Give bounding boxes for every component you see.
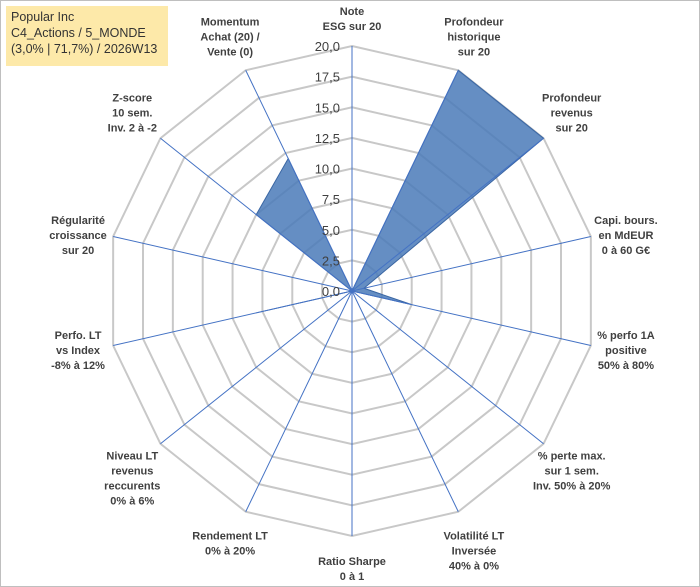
axis-label-line: Régularité bbox=[51, 215, 105, 227]
axis-label-line: % perte max. bbox=[538, 450, 606, 462]
info-company: Popular Inc bbox=[11, 10, 75, 24]
axis-label: Ratio Sharpe 0 à 1 bbox=[318, 556, 386, 583]
axis-label: Capi. bours. en MdEUR 0 à 60 G€ bbox=[594, 215, 658, 257]
axis-label-line: 40% à 0% bbox=[449, 560, 499, 572]
axis-label-line: % perfo 1A bbox=[597, 330, 655, 342]
axis-label-line: Vente (0) bbox=[207, 47, 253, 59]
axis-spoke bbox=[245, 70, 353, 292]
tick-label: 5,0 bbox=[322, 223, 340, 238]
axis-label-line: sur 20 bbox=[555, 123, 587, 135]
axis-label-line: en MdEUR bbox=[598, 230, 653, 242]
axis-label-line: positive bbox=[605, 345, 647, 357]
axis-label-line: -8% à 12% bbox=[51, 360, 105, 372]
axis-label-line: reccurents bbox=[104, 480, 160, 492]
axis-label-line: revenus bbox=[111, 465, 153, 477]
axis-label: Profondeur revenus sur 20 bbox=[542, 93, 602, 135]
tick-label: 20,0 bbox=[315, 39, 340, 54]
info-category: C4_Actions / 5_MONDE bbox=[11, 26, 146, 40]
axis-label-line: Z-score bbox=[112, 93, 152, 105]
axis-label-line: 50% à 80% bbox=[598, 360, 654, 372]
axis-label-line: 0% à 6% bbox=[110, 495, 154, 507]
axis-spoke bbox=[351, 290, 544, 445]
axis-spoke bbox=[113, 290, 353, 347]
tick-label: 15,0 bbox=[315, 100, 340, 115]
axis-spoke bbox=[351, 290, 459, 512]
axis-label: % perfo 1A positive 50% à 80% bbox=[597, 330, 655, 372]
axis-label-line: sur 1 sem. bbox=[544, 465, 598, 477]
axis-label-line: Note bbox=[340, 6, 364, 18]
spokes bbox=[113, 46, 591, 536]
tick-label: 12,5 bbox=[315, 131, 340, 146]
axis-label-line: Inv. 50% à 20% bbox=[533, 480, 611, 492]
tick-label: 0,0 bbox=[322, 284, 340, 299]
tick-label: 10,0 bbox=[315, 162, 340, 177]
axis-label: Régularité croissance sur 20 bbox=[49, 215, 106, 257]
axis-label: Volatilité LT Inversée 40% à 0% bbox=[444, 530, 505, 572]
axis-label-line: Profondeur bbox=[542, 93, 602, 105]
axis-label-line: 0 à 60 G€ bbox=[602, 245, 650, 257]
axis-spoke bbox=[245, 290, 353, 512]
tick-label: 17,5 bbox=[315, 70, 340, 85]
axis-label-line: 10 sem. bbox=[112, 108, 152, 120]
axis-label-line: 0 à 1 bbox=[340, 571, 364, 583]
info-stats: (3,0% | 71,7%) / 2026W13 bbox=[11, 42, 158, 56]
axis-label-line: Inversée bbox=[452, 545, 497, 557]
axis-spoke bbox=[160, 137, 353, 292]
axis-label-line: Capi. bours. bbox=[594, 215, 658, 227]
axis-label-line: Rendement LT bbox=[192, 530, 268, 542]
axis-label: % perte max. sur 1 sem. Inv. 50% à 20% bbox=[533, 450, 611, 492]
axis-label-line: Profondeur bbox=[444, 17, 504, 29]
axis-label: Profondeur historique sur 20 bbox=[444, 17, 504, 59]
axis-label: Note ESG sur 20 bbox=[323, 6, 382, 33]
axis-spoke bbox=[351, 70, 459, 292]
axis-label: Rendement LT 0% à 20% bbox=[192, 530, 268, 557]
axis-label-line: ESG sur 20 bbox=[323, 21, 382, 33]
axis-label-line: Niveau LT bbox=[106, 450, 158, 462]
axis-label-line: Achat (20) / bbox=[200, 32, 259, 44]
axis-label: Niveau LT revenus reccurents 0% à 6% bbox=[104, 450, 160, 507]
axis-label-line: Perfo. LT bbox=[55, 330, 102, 342]
axis-label-line: Volatilité LT bbox=[444, 530, 505, 542]
axis-label-line: croissance bbox=[49, 230, 106, 242]
axis-label-line: revenus bbox=[551, 108, 593, 120]
axis-label-line: Ratio Sharpe bbox=[318, 556, 386, 568]
axis-spoke bbox=[113, 235, 353, 292]
axis-label-line: 0% à 20% bbox=[205, 545, 255, 557]
axis-spoke bbox=[351, 235, 591, 292]
axis-label: Perfo. LT vs Index -8% à 12% bbox=[51, 330, 105, 372]
axis-spoke bbox=[351, 137, 544, 292]
axis-label: Z-score 10 sem. Inv. 2 à -2 bbox=[108, 93, 157, 135]
axis-label-line: Inv. 2 à -2 bbox=[108, 123, 157, 135]
axis-label-line: Momentum bbox=[201, 17, 260, 29]
axis-label-line: sur 20 bbox=[458, 47, 490, 59]
axis-label: Momentum Achat (20) / Vente (0) bbox=[200, 17, 259, 59]
axis-spoke bbox=[160, 290, 353, 445]
axis-spoke bbox=[351, 290, 591, 347]
info-box: Popular Inc C4_Actions / 5_MONDE (3,0% |… bbox=[6, 6, 168, 66]
axis-label-line: historique bbox=[447, 32, 500, 44]
axis-label-line: sur 20 bbox=[62, 245, 94, 257]
tick-label: 7,5 bbox=[322, 192, 340, 207]
axis-label-line: vs Index bbox=[56, 345, 101, 357]
tick-label: 2,5 bbox=[322, 253, 340, 268]
